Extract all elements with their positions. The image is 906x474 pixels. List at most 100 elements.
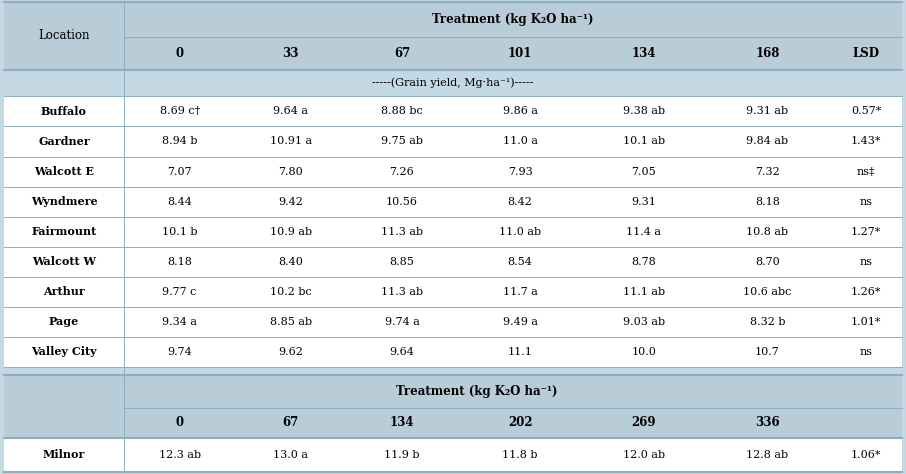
Text: Treatment (kg K₂O ha⁻¹): Treatment (kg K₂O ha⁻¹) <box>396 385 558 398</box>
Text: 8.44: 8.44 <box>167 197 192 207</box>
Text: Valley City: Valley City <box>31 346 97 357</box>
Text: 134: 134 <box>390 416 414 429</box>
Text: 12.0 ab: 12.0 ab <box>622 450 665 460</box>
Text: 0: 0 <box>176 416 184 429</box>
Text: 202: 202 <box>507 416 533 429</box>
Text: 8.70: 8.70 <box>755 257 780 267</box>
Text: 10.1 b: 10.1 b <box>162 227 198 237</box>
Text: 11.3 ab: 11.3 ab <box>381 227 423 237</box>
Text: 8.85 ab: 8.85 ab <box>270 317 312 327</box>
Text: 9.84 ab: 9.84 ab <box>747 137 788 146</box>
Bar <box>4 375 124 438</box>
Text: 9.62: 9.62 <box>278 347 304 357</box>
Bar <box>4 337 902 367</box>
Text: 11.9 b: 11.9 b <box>384 450 419 460</box>
Text: 1.26*: 1.26* <box>851 287 882 297</box>
Text: 12.3 ab: 12.3 ab <box>159 450 200 460</box>
Text: 9.38 ab: 9.38 ab <box>622 107 665 117</box>
Text: 10.1 ab: 10.1 ab <box>622 137 665 146</box>
Bar <box>4 217 902 246</box>
Text: ns: ns <box>860 257 872 267</box>
Text: 1.27*: 1.27* <box>851 227 882 237</box>
Text: 7.80: 7.80 <box>278 166 304 176</box>
Text: 33: 33 <box>283 47 299 60</box>
Text: 10.0: 10.0 <box>631 347 656 357</box>
Text: 9.64 a: 9.64 a <box>274 107 308 117</box>
Text: Gardner: Gardner <box>38 136 90 147</box>
Bar <box>4 375 902 408</box>
Bar <box>4 438 902 472</box>
Text: 8.94 b: 8.94 b <box>162 137 198 146</box>
Text: -----(Grain yield, Mg·ha⁻¹)-----: -----(Grain yield, Mg·ha⁻¹)----- <box>372 78 534 88</box>
Text: 67: 67 <box>394 47 410 60</box>
Text: 12.8 ab: 12.8 ab <box>747 450 788 460</box>
Bar <box>4 408 902 438</box>
Text: Walcott W: Walcott W <box>32 256 96 267</box>
Bar <box>4 246 902 277</box>
Bar <box>4 2 124 70</box>
Text: ns‡: ns‡ <box>857 166 875 176</box>
Text: 9.31 ab: 9.31 ab <box>747 107 788 117</box>
Text: 11.0 ab: 11.0 ab <box>499 227 541 237</box>
Text: 7.26: 7.26 <box>390 166 414 176</box>
Text: 9.31: 9.31 <box>631 197 656 207</box>
Text: Arthur: Arthur <box>43 286 85 297</box>
Text: 8.40: 8.40 <box>278 257 304 267</box>
Text: 168: 168 <box>756 47 780 60</box>
Text: 8.42: 8.42 <box>507 197 533 207</box>
Text: 8.85: 8.85 <box>390 257 414 267</box>
Text: 7.32: 7.32 <box>755 166 780 176</box>
Text: 10.56: 10.56 <box>386 197 418 207</box>
Text: Page: Page <box>49 316 79 327</box>
Text: 9.74: 9.74 <box>168 347 192 357</box>
Text: Fairmount: Fairmount <box>32 226 97 237</box>
Bar <box>4 156 902 187</box>
Text: 11.1: 11.1 <box>507 347 533 357</box>
Text: 9.86 a: 9.86 a <box>503 107 537 117</box>
Text: 7.07: 7.07 <box>168 166 192 176</box>
Text: 8.78: 8.78 <box>631 257 656 267</box>
Text: 9.64: 9.64 <box>390 347 414 357</box>
Text: 8.32 b: 8.32 b <box>749 317 786 327</box>
Bar <box>830 375 902 408</box>
Text: 1.06*: 1.06* <box>851 450 882 460</box>
Bar <box>4 187 902 217</box>
Text: 11.7 a: 11.7 a <box>503 287 537 297</box>
Text: 10.6 abc: 10.6 abc <box>743 287 792 297</box>
Text: 0.57*: 0.57* <box>851 107 882 117</box>
Bar <box>4 70 902 96</box>
Text: ns: ns <box>860 347 872 357</box>
Text: 8.69 c†: 8.69 c† <box>159 107 199 117</box>
Text: 269: 269 <box>631 416 656 429</box>
Text: 10.9 ab: 10.9 ab <box>270 227 312 237</box>
Text: 11.3 ab: 11.3 ab <box>381 287 423 297</box>
Text: 9.77 c: 9.77 c <box>162 287 197 297</box>
Text: 1.01*: 1.01* <box>851 317 882 327</box>
Text: 0: 0 <box>176 47 184 60</box>
Text: 101: 101 <box>508 47 532 60</box>
Text: LSD: LSD <box>853 47 880 60</box>
Text: 8.18: 8.18 <box>167 257 192 267</box>
Text: 8.54: 8.54 <box>507 257 533 267</box>
Text: 9.42: 9.42 <box>278 197 304 207</box>
Text: 10.8 ab: 10.8 ab <box>747 227 788 237</box>
Text: 10.91 a: 10.91 a <box>270 137 312 146</box>
Text: 134: 134 <box>631 47 656 60</box>
Text: 13.0 a: 13.0 a <box>274 450 308 460</box>
Text: 7.05: 7.05 <box>631 166 656 176</box>
Bar <box>124 2 902 37</box>
Text: 11.8 b: 11.8 b <box>502 450 538 460</box>
Text: 10.2 bc: 10.2 bc <box>270 287 312 297</box>
Text: Location: Location <box>38 29 90 42</box>
Bar <box>4 307 902 337</box>
Text: 11.1 ab: 11.1 ab <box>622 287 665 297</box>
Bar <box>124 375 830 408</box>
Text: Walcott E: Walcott E <box>34 166 94 177</box>
Bar <box>4 277 902 307</box>
Text: 8.18: 8.18 <box>755 197 780 207</box>
Text: Buffalo: Buffalo <box>41 106 87 117</box>
Text: 9.74 a: 9.74 a <box>384 317 419 327</box>
Text: 67: 67 <box>283 416 299 429</box>
Text: 9.34 a: 9.34 a <box>162 317 198 327</box>
Text: Wyndmere: Wyndmere <box>31 196 97 207</box>
